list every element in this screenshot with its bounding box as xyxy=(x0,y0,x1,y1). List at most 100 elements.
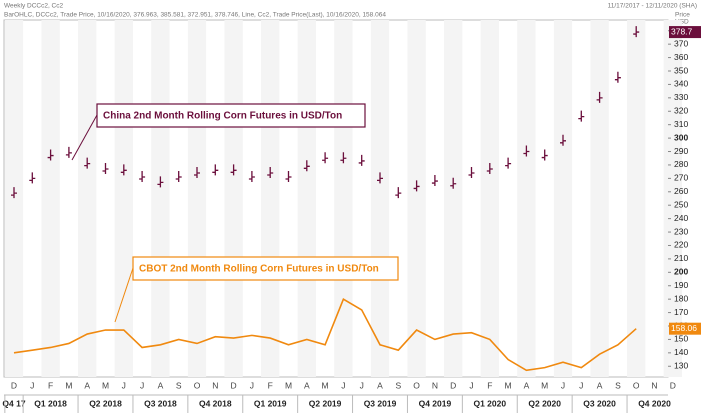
x-tick-label: O xyxy=(413,380,420,390)
x-tick-label: D xyxy=(450,380,456,390)
x-tick-label: S xyxy=(395,380,401,390)
x-tick-label: A xyxy=(377,380,383,390)
month-band xyxy=(407,20,426,377)
y-tick-label: 240 xyxy=(674,213,688,223)
y-tick-label: 350 xyxy=(674,65,688,75)
x-tick-label: J xyxy=(360,380,364,390)
ohlc-bar xyxy=(139,171,146,183)
y-axis-label: Price xyxy=(675,12,690,19)
annotation-box xyxy=(132,256,399,281)
ohlc-bar xyxy=(358,154,365,166)
ohlc-bar xyxy=(633,26,640,38)
x-tick-label: J xyxy=(579,380,583,390)
y-tick-label: 220 xyxy=(674,240,688,250)
y-tick-label: 340 xyxy=(674,79,688,89)
month-band xyxy=(663,20,682,377)
chart-title: Weekly DCCc2, Cc2 xyxy=(4,3,64,10)
quarter-label: Q1 2018 xyxy=(34,398,67,408)
x-tick-label: J xyxy=(140,380,144,390)
y-tick-label: 370 xyxy=(674,38,688,48)
x-tick-label: F xyxy=(48,380,53,390)
month-band xyxy=(114,20,133,377)
date-range: 11/17/2017 - 12/11/2020 (SHA) xyxy=(608,3,697,10)
x-tick-label: D xyxy=(670,380,676,390)
month-band xyxy=(370,20,390,377)
ohlc-bar xyxy=(157,176,164,188)
month-band xyxy=(297,20,316,377)
y-tick-label: 130 xyxy=(674,361,688,371)
x-tick-label: S xyxy=(176,380,182,390)
x-tick-label: A xyxy=(304,380,310,390)
y-tick-label: 190 xyxy=(674,280,688,290)
x-tick-label: M xyxy=(322,380,329,390)
ohlc-bar xyxy=(248,171,255,183)
annotation-text: CBOT 2nd Month Rolling Corn Futures in U… xyxy=(139,264,379,275)
quarter-label: Q2 2018 xyxy=(89,398,122,408)
y-tick-label: 300 xyxy=(674,132,688,142)
ohlc-bar xyxy=(230,164,237,176)
x-tick-label: A xyxy=(158,380,164,390)
ohlc-bar xyxy=(322,152,329,164)
month-band xyxy=(553,20,573,377)
x-tick-label: F xyxy=(487,380,492,390)
y-tick-label: 150 xyxy=(674,334,688,344)
last-value-box xyxy=(669,26,701,39)
y-tick-label: 180 xyxy=(674,293,688,303)
x-tick-label: J xyxy=(30,380,34,390)
x-tick-label: M xyxy=(102,380,109,390)
annotation-text: China 2nd Month Rolling Corn Futures in … xyxy=(103,111,342,122)
quarter-label: Q4 2018 xyxy=(199,398,232,408)
x-tick-label: M xyxy=(65,380,72,390)
ohlc-bar xyxy=(523,145,530,157)
y-axis-unit: USD xyxy=(675,19,689,26)
x-tick-label: J xyxy=(122,380,126,390)
ohlc-bar xyxy=(340,152,347,164)
ohlc-bar xyxy=(413,180,420,192)
x-tick-label: N xyxy=(432,380,438,390)
quarter-label: Q3 2020 xyxy=(583,398,616,408)
y-tick-label: 330 xyxy=(674,92,688,102)
annotation-box xyxy=(96,103,366,128)
quarter-label: Q3 2018 xyxy=(144,398,177,408)
x-tick-label: D xyxy=(11,380,17,390)
month-band xyxy=(261,20,280,377)
ohlc-bar xyxy=(102,162,109,174)
ohlc-bar xyxy=(486,162,493,174)
month-band xyxy=(78,20,97,377)
ohlc-bar xyxy=(450,177,457,189)
ohlc-bar xyxy=(395,187,402,199)
quarter-label: Q1 2019 xyxy=(254,398,287,408)
y-tick-label: 290 xyxy=(674,146,688,156)
ohlc-bar xyxy=(468,167,475,178)
ohlc-bar xyxy=(267,167,274,178)
quarter-label: Q4 2019 xyxy=(419,398,452,408)
x-tick-label: M xyxy=(541,380,548,390)
ohlc-bar xyxy=(175,171,182,183)
month-band xyxy=(627,20,646,377)
ohlc-bar xyxy=(614,71,621,83)
x-tick-label: D xyxy=(231,380,237,390)
month-band xyxy=(590,20,609,377)
x-tick-label: J xyxy=(250,380,254,390)
line-series xyxy=(13,297,637,372)
x-tick-label: N xyxy=(212,380,218,390)
month-band xyxy=(480,20,499,377)
quarter-label: Q2 2020 xyxy=(528,398,561,408)
y-tick-label: 140 xyxy=(674,347,688,357)
y-tick-label: 200 xyxy=(674,267,688,277)
quarter-label: Q4 17 xyxy=(2,398,25,408)
month-band xyxy=(187,20,207,377)
quarter-label: Q2 2019 xyxy=(309,398,342,408)
x-tick-label: A xyxy=(524,380,530,390)
quarter-label: Q4 2020 xyxy=(638,398,671,408)
y-tick-label: 320 xyxy=(674,106,688,116)
x-tick-label: J xyxy=(341,380,345,390)
annotation-leader xyxy=(71,114,98,161)
ohlc-bar xyxy=(541,149,548,161)
last-value-label: 158.06 xyxy=(671,323,697,333)
x-tick-label: M xyxy=(505,380,512,390)
subtitle: BarOHLC, DCCc2, Trade Price, 10/16/2020,… xyxy=(4,12,386,19)
last-value-box xyxy=(669,322,701,335)
annotation-leader xyxy=(114,267,134,323)
